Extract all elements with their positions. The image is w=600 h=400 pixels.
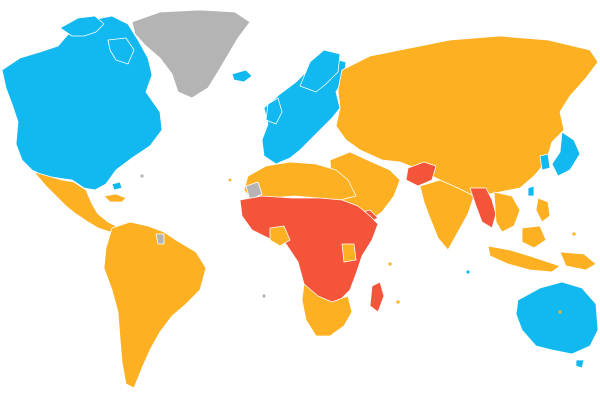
island-dot (140, 174, 144, 178)
island-dot (558, 310, 562, 314)
south-asia-region (419, 179, 475, 251)
scandinavia-region (299, 49, 341, 93)
bahamas-region (111, 181, 123, 191)
afghanistan-region (405, 161, 437, 187)
island-dot (572, 232, 576, 236)
iceland-region (231, 69, 253, 83)
arctic-islands-region (59, 15, 105, 37)
new-guinea-region (559, 251, 597, 271)
madagascar-region (369, 281, 385, 313)
island-dot (396, 300, 400, 304)
indonesia-region (487, 245, 561, 273)
korea-region (539, 153, 551, 171)
island-dot (388, 262, 392, 266)
uk-ireland-region (265, 97, 283, 125)
myanmar-region (469, 187, 497, 229)
japan-region (551, 131, 581, 177)
french-guiana-region (155, 233, 165, 245)
south-america-region (103, 221, 207, 389)
island-dot (466, 270, 470, 274)
southeast-asia-region (493, 191, 521, 233)
southern-africa-region (301, 283, 353, 337)
east-africa-orange-region (341, 243, 357, 263)
greenland-region (131, 9, 251, 99)
caribbean-islands-region (103, 193, 127, 203)
western-sahara-region (245, 181, 263, 201)
russia-asia-region (335, 35, 599, 197)
north-america-region (1, 15, 163, 191)
island-dot (228, 178, 232, 182)
baffin-island-region (107, 37, 135, 65)
island-dot (262, 294, 266, 298)
latin-america-region (33, 171, 117, 233)
taiwan-region (527, 185, 535, 197)
australia-region (515, 281, 599, 355)
borneo-region (521, 225, 547, 249)
tasmania-region (575, 359, 585, 369)
central-africa-orange-region (269, 225, 291, 247)
philippines-region (535, 197, 551, 223)
